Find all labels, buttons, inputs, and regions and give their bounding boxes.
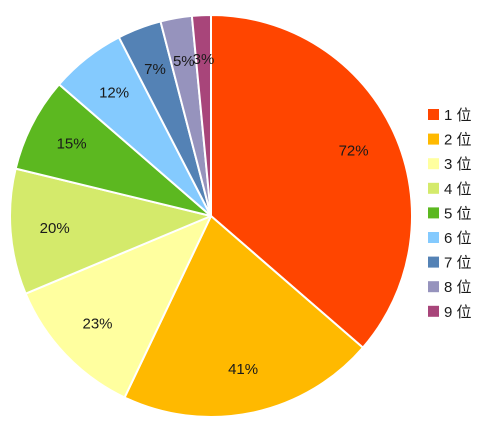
slice-label-3: 23% (82, 316, 112, 333)
pie-slice-labels: 72% 41% 23% 20% 15% 12% 7% 5%3% (40, 51, 369, 378)
legend-label-2: 2 位 (444, 132, 472, 149)
legend-swatch-3 (428, 158, 439, 170)
pie-slice-4 (9, 167, 212, 295)
legend-label-3: 3 位 (444, 156, 472, 173)
slice-label-8: 5% (173, 53, 195, 70)
legend-label-7: 7 位 (444, 255, 472, 272)
slice-label-9: 3% (193, 51, 215, 68)
legend-swatch-8 (428, 281, 439, 293)
legend-swatch-7 (428, 256, 439, 268)
legend-swatch-9 (428, 305, 439, 317)
legend-label-1: 1 位 (444, 107, 472, 124)
legend-label-8: 8 位 (444, 279, 472, 296)
slice-label-4: 20% (40, 220, 70, 237)
pie-slice-5 (14, 83, 212, 217)
legend-swatch-6 (428, 232, 439, 243)
legend: 1 位 2 位 3 位 4 位 5 位 6 位 7 位 8 位 9 位 (428, 107, 472, 321)
pie-slices (9, 14, 413, 418)
legend-label-4: 4 位 (444, 181, 472, 198)
pie-slice-9 (190, 14, 212, 217)
legend-swatch-1 (428, 109, 439, 120)
slice-label-7: 7% (144, 61, 166, 78)
slice-label-2: 41% (228, 361, 258, 378)
legend-swatch-4 (428, 182, 439, 194)
legend-label-6: 6 位 (444, 230, 472, 247)
slice-label-5: 15% (57, 136, 87, 153)
slice-label-1: 72% (339, 142, 369, 159)
pie-slice-2 (123, 215, 364, 418)
legend-swatch-2 (428, 133, 439, 145)
pie-slice-3 (24, 215, 212, 399)
slice-label-6: 12% (99, 84, 129, 101)
pie-slice-1 (210, 14, 413, 349)
legend-label-5: 5 位 (444, 205, 472, 222)
legend-label-9: 9 位 (444, 304, 472, 321)
legend-swatch-5 (428, 207, 439, 219)
